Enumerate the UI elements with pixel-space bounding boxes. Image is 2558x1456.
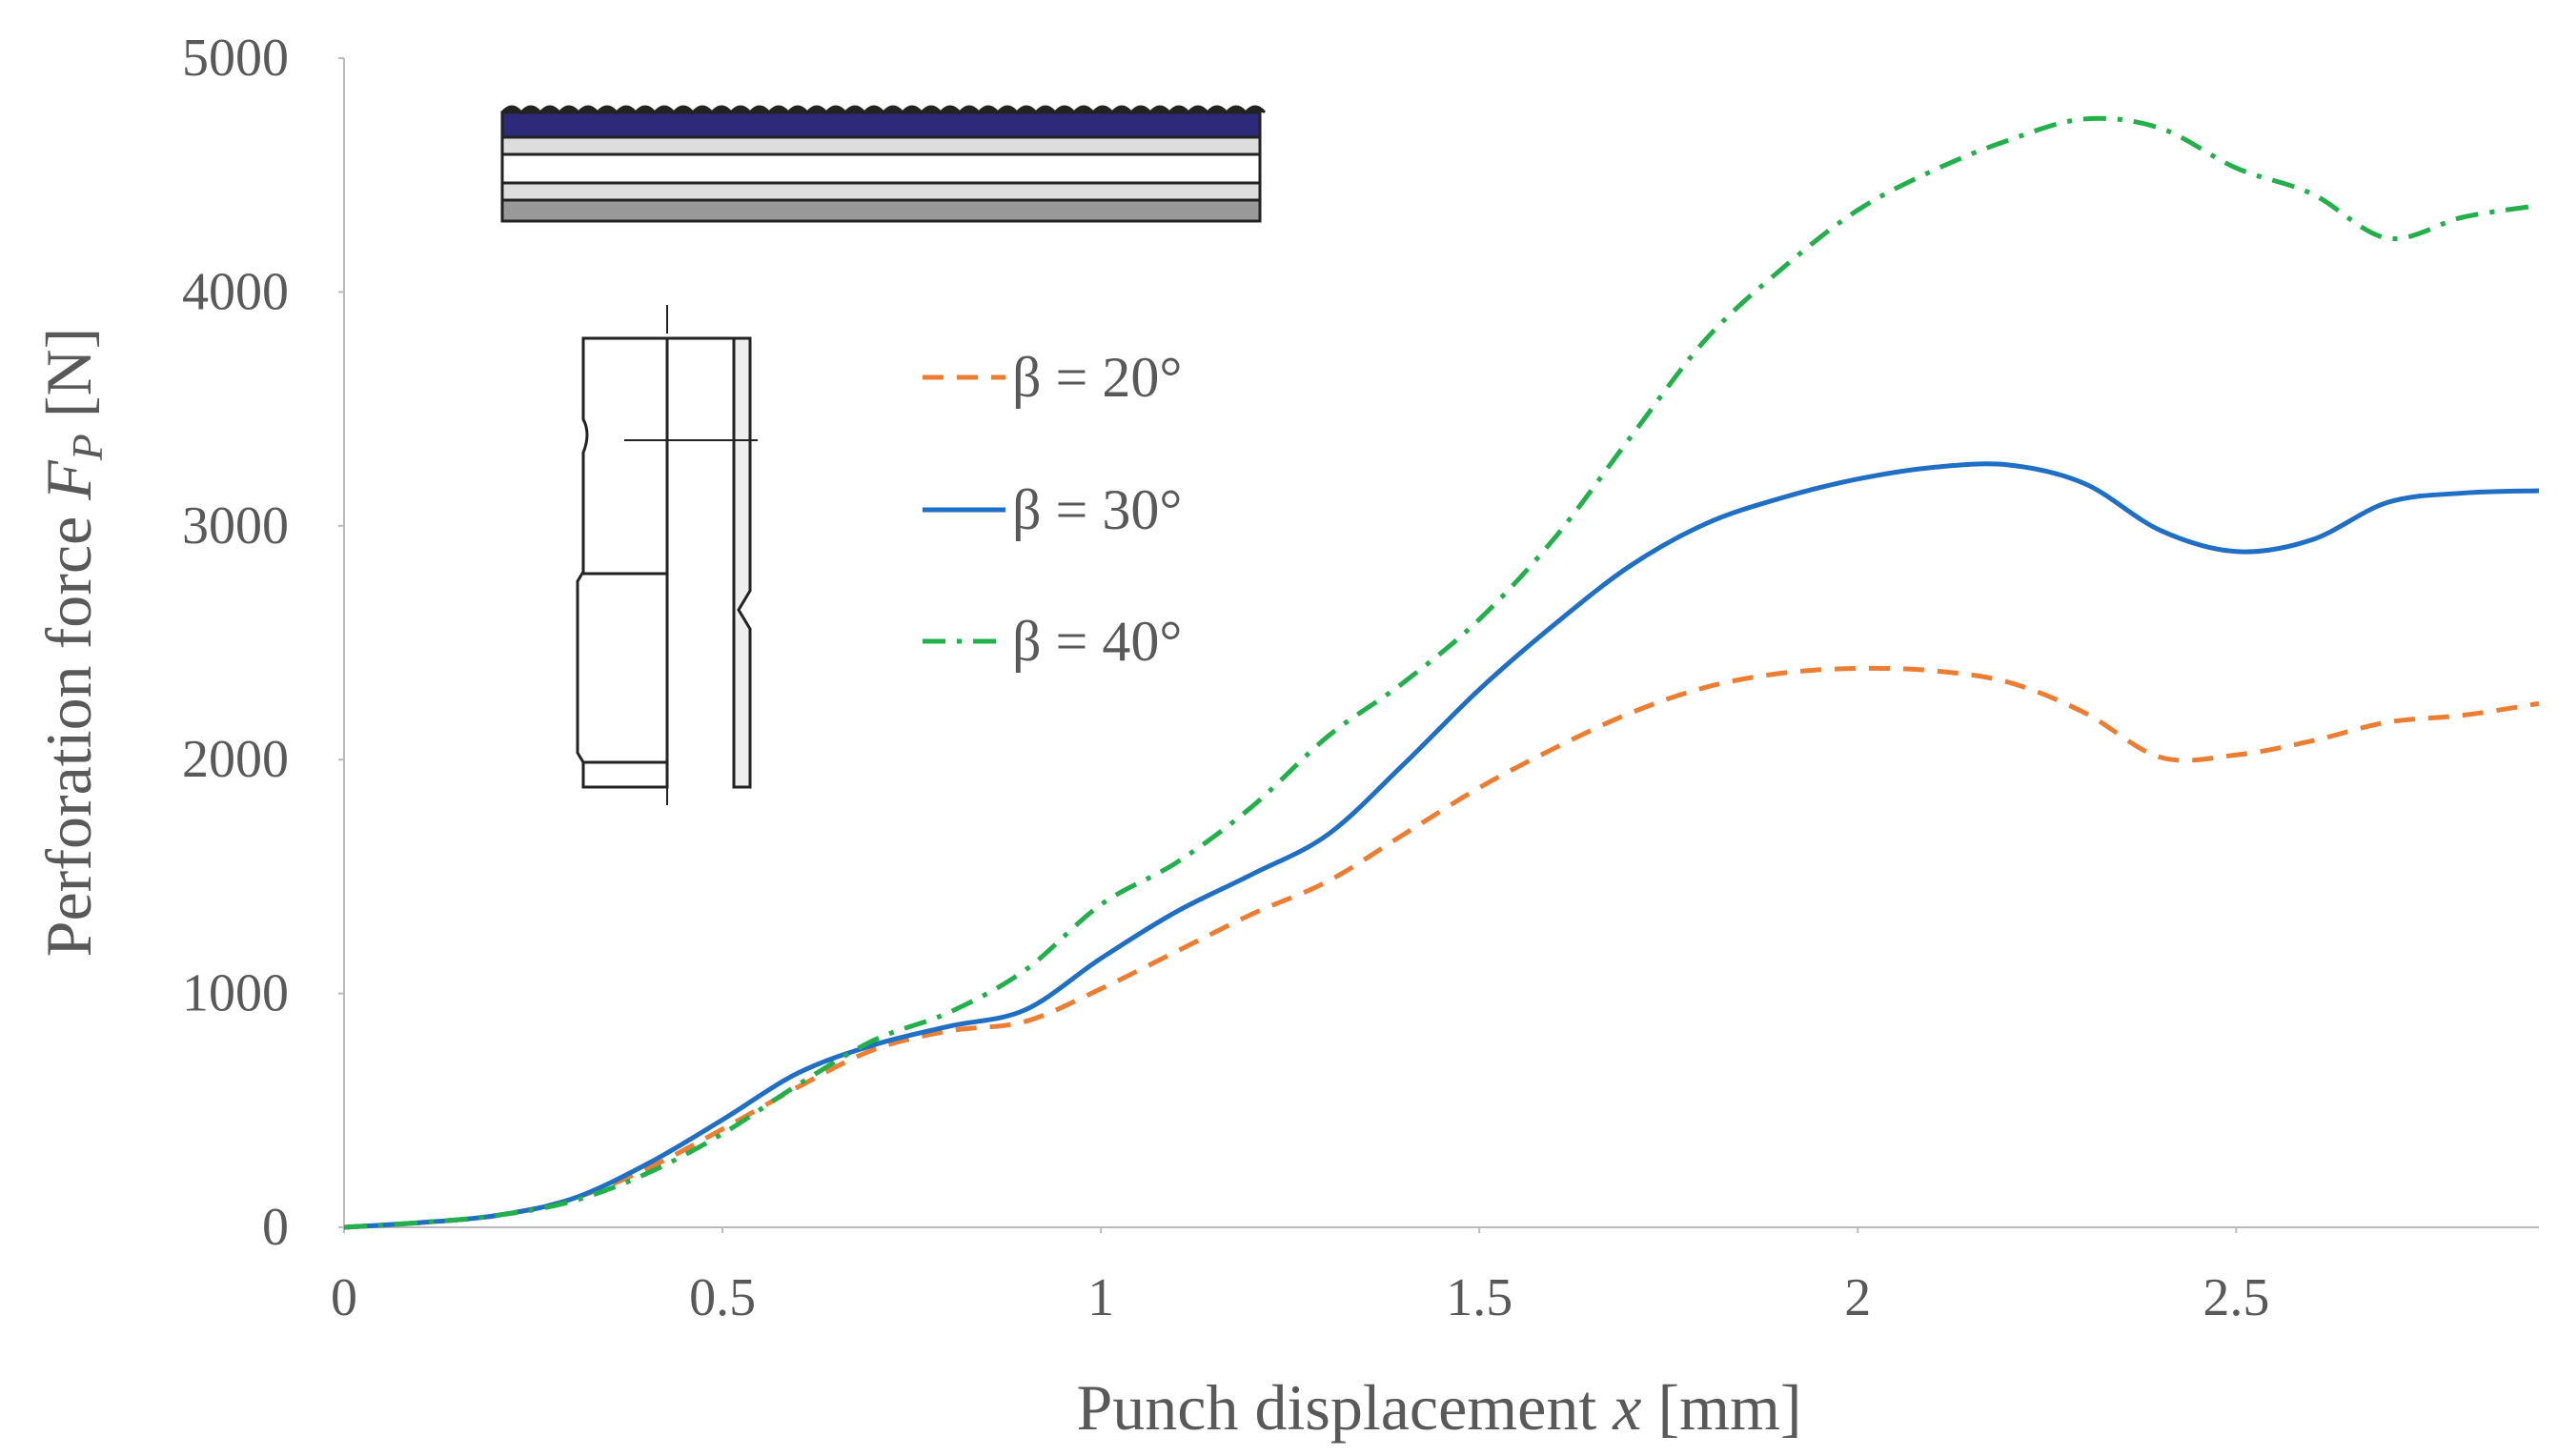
y-label-subscript: P [63, 434, 112, 461]
legend-label: β = 40° [1012, 610, 1182, 673]
inset-drawing [500, 105, 1267, 805]
y-label-text: Perforation force [32, 500, 105, 958]
y-tick-label: 3000 [182, 496, 289, 556]
x-tick-label: 1 [1087, 1268, 1114, 1327]
y-label-symbol: F [32, 459, 105, 501]
y-axis-label: Perforation force FP [N] [32, 328, 112, 958]
legend-label: β = 20° [1012, 346, 1182, 409]
legend-label: β = 30° [1012, 478, 1182, 541]
x-label-text: Punch displacement [1076, 1371, 1613, 1444]
x-tick-label: 1.5 [1446, 1268, 1512, 1327]
y-tick-label: 2000 [182, 730, 289, 789]
series-line [343, 665, 2540, 1230]
x-tick-label: 2.5 [2203, 1268, 2269, 1327]
x-axis-label: Punch displacement x [mm] [1076, 1371, 1801, 1444]
series-line [343, 115, 2540, 1230]
y-tick-label: 0 [262, 1198, 289, 1257]
x-label-symbol: x [1612, 1371, 1641, 1444]
x-label-unit: [mm] [1641, 1371, 1801, 1444]
x-tick-label: 2 [1844, 1268, 1871, 1327]
x-tick-label: 0 [331, 1268, 357, 1327]
y-tick-label: 4000 [182, 262, 289, 321]
x-tick-label: 0.5 [689, 1268, 756, 1327]
y-tick-label: 1000 [182, 964, 289, 1023]
series-line [343, 461, 2540, 1230]
y-label-unit: [N] [32, 328, 105, 434]
y-tick-label: 5000 [182, 29, 289, 88]
